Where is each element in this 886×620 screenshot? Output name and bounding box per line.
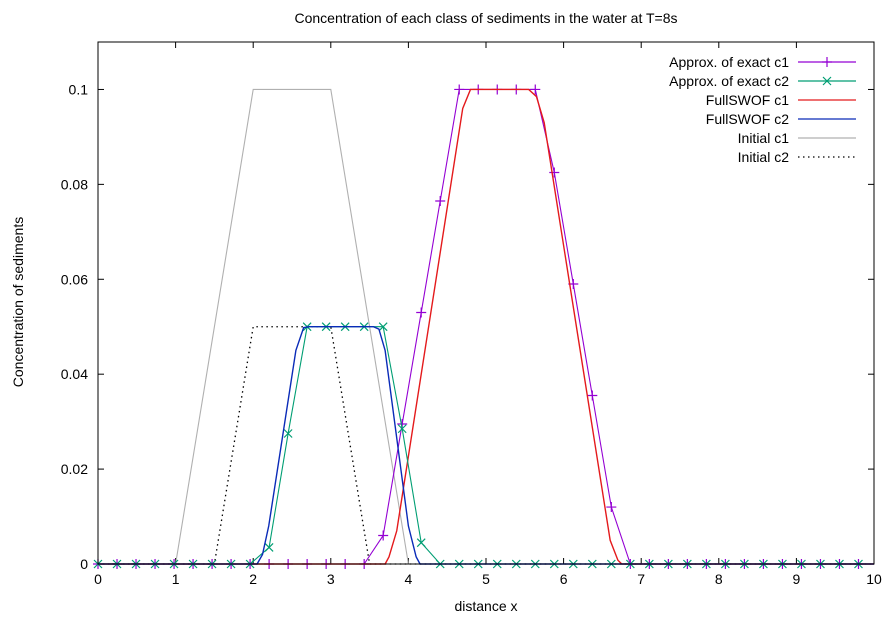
legend-label: Initial c2	[738, 149, 790, 165]
legend-label: Initial c1	[738, 130, 790, 146]
x-tick-label: 3	[327, 571, 335, 587]
legend-item-approx-of-exact-c2: Approx. of exact c2	[669, 73, 856, 89]
series-line-fullswof-c1	[98, 88, 874, 565]
legend-item-initial-c1: Initial c1	[738, 130, 856, 146]
data-point-approx-of-exact-c1	[530, 84, 541, 95]
y-tick-label: 0.04	[61, 366, 88, 382]
x-tick-label: 0	[94, 571, 102, 587]
x-tick-label: 5	[482, 571, 490, 587]
x-tick-label: 1	[172, 571, 180, 587]
legend-marker	[822, 57, 832, 67]
chart-title: Concentration of each class of sediments…	[294, 10, 677, 26]
legend-label: Approx. of exact c1	[669, 54, 789, 70]
y-axis-label: Concentration of sediments	[10, 217, 26, 387]
x-tick-label: 7	[637, 571, 645, 587]
x-tick-label: 10	[866, 571, 882, 587]
series-line-fullswof-c2	[98, 326, 874, 565]
data-point-approx-of-exact-c2	[264, 542, 274, 552]
legend: Approx. of exact c1 Approx. of exact c2 Fu…	[669, 54, 856, 165]
legend-label: Approx. of exact c2	[669, 73, 789, 89]
data-point-approx-of-exact-c1	[549, 167, 560, 178]
x-axis-label: distance x	[454, 598, 517, 614]
data-point-approx-of-exact-c1	[378, 530, 389, 541]
x-tick-label: 6	[560, 571, 568, 587]
x-tick-label: 4	[405, 571, 413, 587]
data-point-approx-of-exact-c2	[416, 538, 426, 548]
y-tick-label: 0.02	[61, 461, 88, 477]
legend-item-initial-c2: Initial c2	[738, 149, 856, 165]
y-tick-label: 0.08	[61, 176, 88, 192]
legend-label: FullSWOF c1	[706, 92, 789, 108]
data-point-approx-of-exact-c2	[283, 429, 293, 438]
legend-item-fullswof-c1: FullSWOF c1	[706, 92, 856, 108]
plot-frame	[97, 41, 875, 565]
legend-label: FullSWOF c2	[706, 111, 789, 127]
x-tick-label: 8	[715, 571, 723, 587]
series-fullswof-c1	[98, 88, 874, 565]
data-point-approx-of-exact-c2	[397, 424, 407, 434]
y-tick-label: 0.1	[69, 81, 89, 97]
x-tick-label: 2	[249, 571, 257, 587]
data-point-approx-of-exact-c1	[606, 502, 617, 513]
x-tick-label: 9	[793, 571, 801, 587]
series-initial-c2	[98, 326, 874, 565]
legend-marker	[822, 76, 832, 86]
data-point-approx-of-exact-c2	[378, 322, 388, 332]
y-tick-label: 0	[80, 556, 88, 572]
y-tick-label: 0.06	[61, 271, 88, 287]
data-point-approx-of-exact-c1	[587, 390, 598, 401]
legend-item-approx-of-exact-c1: Approx. of exact c1	[669, 54, 856, 70]
data-point-approx-of-exact-c1	[454, 84, 465, 95]
ticks-layer: 0 1 2 3 4 5 6 7 8 9 10 0 0.02 0.04 0.06 0.08 0.1	[61, 42, 882, 587]
series-fullswof-c2	[98, 326, 874, 565]
data-point-approx-of-exact-c1	[435, 195, 446, 206]
series-line-initial-c2	[98, 326, 874, 565]
legend-item-fullswof-c2: FullSWOF c2	[706, 111, 856, 127]
data-point-approx-of-exact-c1	[416, 307, 427, 318]
